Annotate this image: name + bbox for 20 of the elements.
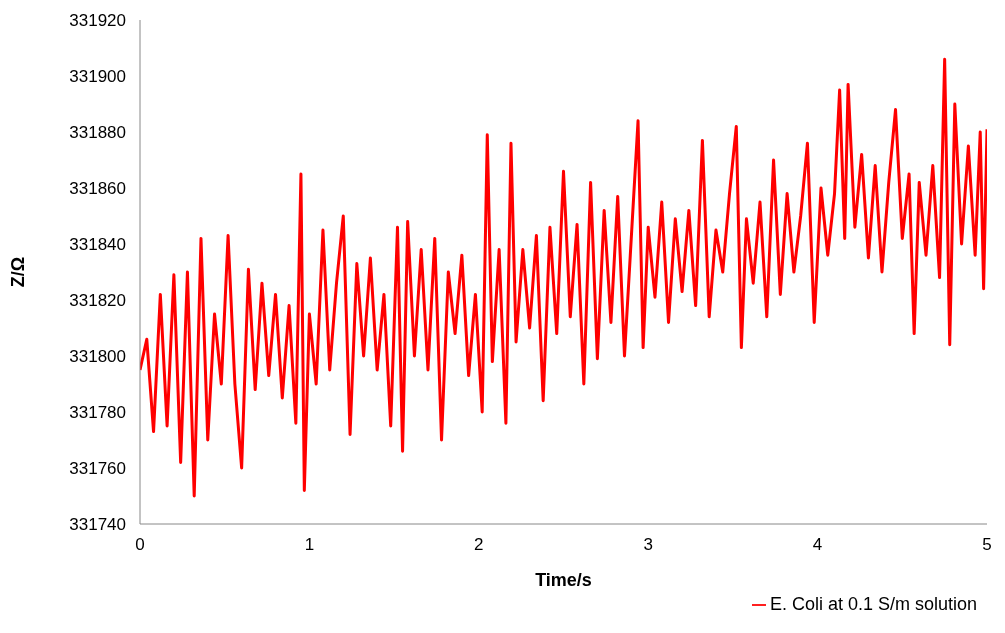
x-tick-label: 5 [982,535,992,555]
y-tick-label: 331800 [69,347,126,367]
y-tick-label: 331820 [69,291,126,311]
x-tick-label: 0 [135,535,145,555]
x-tick-label: 3 [643,535,653,555]
x-tick-label: 4 [812,535,823,555]
y-tick-label: 331900 [69,67,126,87]
y-tick-label: 331760 [69,459,126,479]
y-tick-label: 331740 [69,515,126,535]
legend-label: E. Coli at 0.1 S/m solution [769,594,977,614]
x-tick-label: 1 [304,535,315,555]
y-axis-title: Z/Ω [8,256,29,288]
y-tick-label: 331880 [69,123,126,143]
line-series [140,57,987,498]
x-axis-title: Time/s [535,570,592,590]
y-tick-label: 331780 [69,403,126,423]
y-tick-label: 331840 [69,235,126,255]
x-tick-label: 2 [474,535,484,555]
y-tick-label: 331920 [69,11,126,31]
y-tick-label: 331860 [69,179,126,199]
